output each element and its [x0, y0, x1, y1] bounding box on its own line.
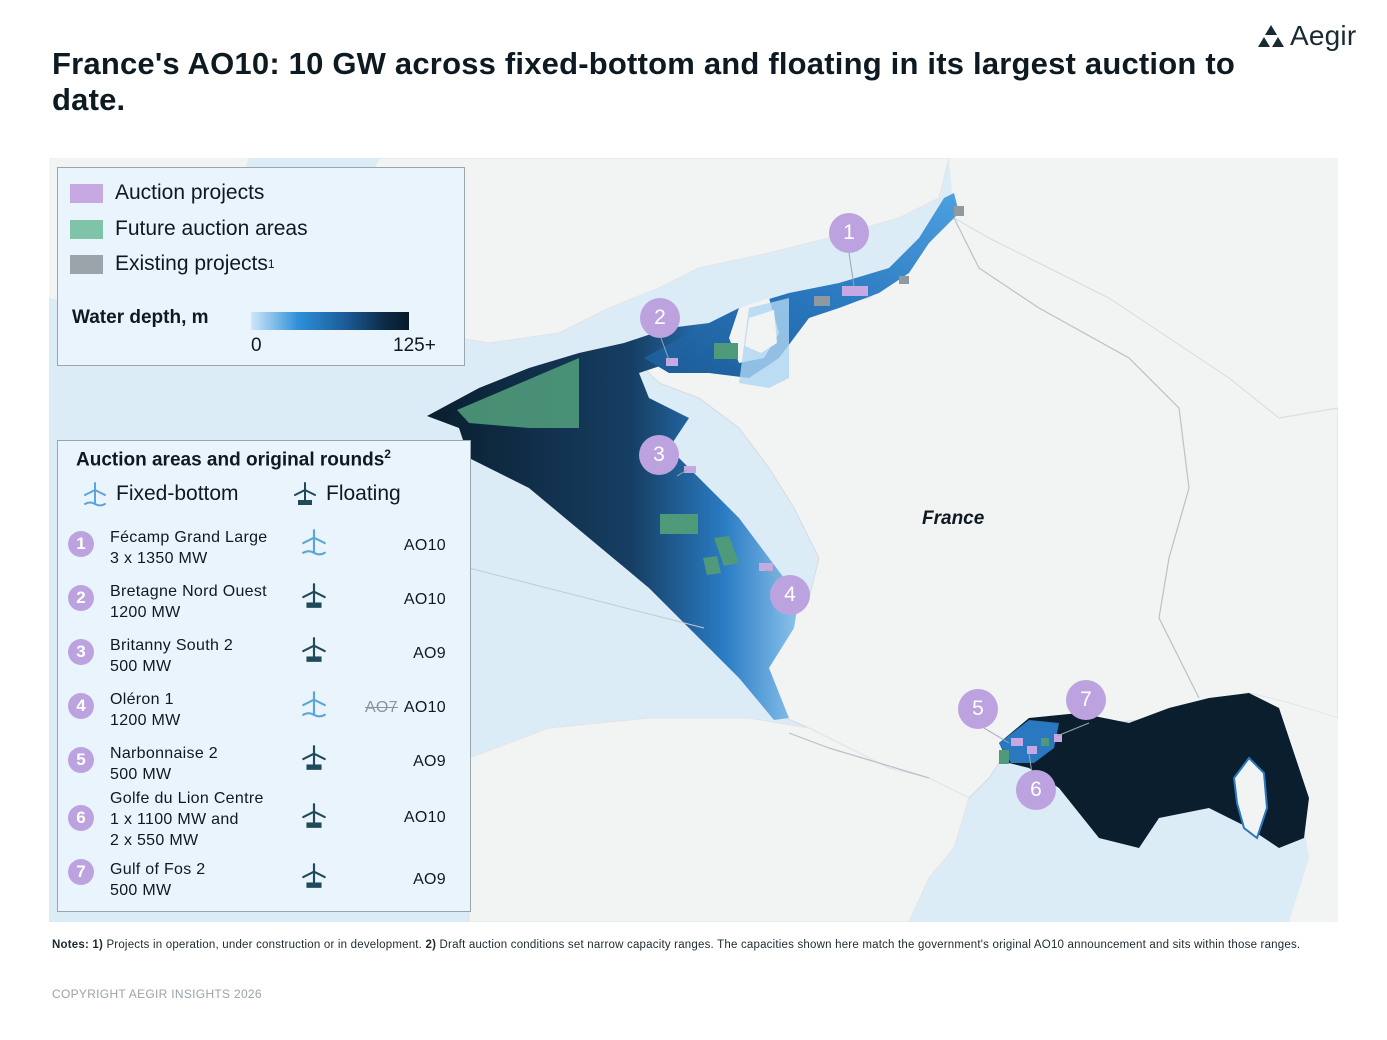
- floating-turbine-icon: [302, 745, 326, 770]
- floating-turbine-icon: [302, 583, 326, 608]
- north-europe-land: [949, 158, 1338, 418]
- existing-project: [814, 296, 830, 306]
- auction-project-5: [1011, 738, 1023, 746]
- depth-min: 0: [251, 335, 262, 356]
- country-borders: [788, 217, 1200, 779]
- depth-title: Water depth, m: [72, 307, 209, 328]
- channel-zone: [644, 193, 959, 378]
- floating-turbine-icon: [302, 863, 326, 888]
- legend-future-areas: Future auction areas: [70, 217, 308, 240]
- logo-text: Aegir: [1290, 20, 1357, 51]
- map-marker-7[interactable]: 7: [1066, 680, 1106, 720]
- map-marker-2[interactable]: 2: [640, 298, 680, 338]
- old-round: AO7: [364, 699, 398, 716]
- copyright: COPYRIGHT AEGIR INSIGHTS 2026: [52, 987, 262, 1001]
- fixed-bottom-turbine-icon: [84, 482, 106, 507]
- aegir-logo: Aegir: [1258, 18, 1356, 54]
- future-area-south: [714, 536, 739, 566]
- map-marker-6[interactable]: 6: [1016, 770, 1056, 810]
- floating-turbine-icon: [302, 637, 326, 662]
- map-marker-4[interactable]: 4: [770, 575, 810, 615]
- legend-existing-projects: Existing projects 1: [70, 252, 275, 275]
- legend-auction-projects: Auction projects: [70, 181, 264, 204]
- fixed-bottom-turbine-icon: [302, 529, 326, 556]
- list-title: Auction areas and original rounds2: [76, 447, 391, 471]
- fixed-bottom-key: Fixed-bottom: [82, 481, 239, 507]
- spain-land: [468, 717, 970, 922]
- auction-project-3: [684, 466, 696, 473]
- auction-project-1: [842, 286, 868, 296]
- depth-max: 125+: [393, 335, 436, 356]
- country-label-france: France: [922, 508, 985, 529]
- auction-swatch: [70, 183, 103, 203]
- floating-turbine-icon: [294, 482, 316, 505]
- corsica-land: [1232, 756, 1269, 840]
- auction-project-2: [666, 358, 678, 366]
- map-legend: Auction projects Future auction areas Ex…: [57, 167, 465, 366]
- mediterranean-zone: [999, 693, 1309, 848]
- auction-project-7: [1054, 734, 1062, 742]
- triangle-cluster-icon: [1258, 25, 1284, 47]
- notes: Notes: 1) Projects in operation, under c…: [52, 939, 1301, 951]
- auction-project-4: [759, 563, 773, 571]
- fixed-bottom-turbine-icon: [302, 691, 326, 718]
- future-swatch: [70, 219, 103, 239]
- floating-turbine-icon: [302, 803, 326, 828]
- future-area-atlantic-nw: [457, 358, 579, 428]
- page-title: France's AO10: 10 GW across fixed-bottom…: [52, 46, 1235, 117]
- auction-project-6: [1027, 746, 1037, 754]
- map-marker-5[interactable]: 5: [958, 689, 998, 729]
- existing-swatch: [70, 254, 103, 274]
- auction-list: Auction areas and original rounds2 Fixed…: [57, 440, 471, 912]
- future-area-brittany: [660, 514, 698, 534]
- depth-color-bar: [251, 312, 409, 330]
- floating-key: Floating: [292, 481, 401, 507]
- map-marker-1[interactable]: 1: [829, 213, 869, 253]
- map-marker-3[interactable]: 3: [639, 435, 679, 475]
